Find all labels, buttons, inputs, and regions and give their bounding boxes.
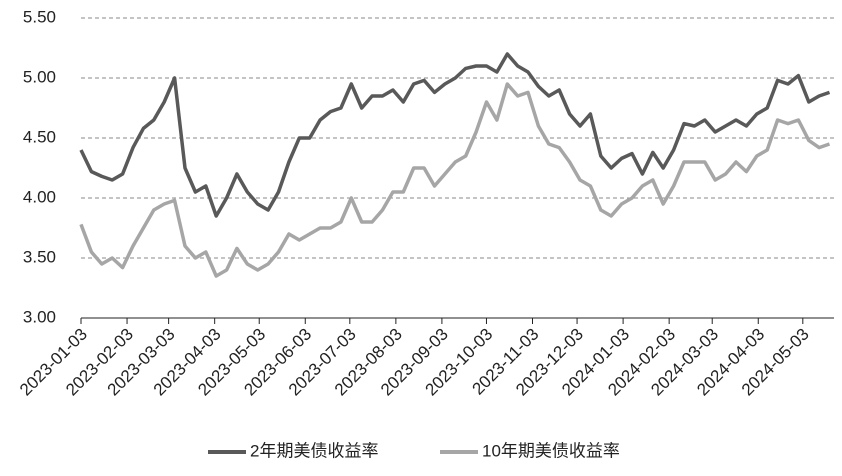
y-tick-label: 4.50 bbox=[23, 127, 56, 146]
y-tick-label: 4.00 bbox=[23, 187, 56, 206]
series-line bbox=[79, 52, 831, 218]
legend-label: 2年期美债收益率 bbox=[250, 441, 378, 460]
y-tick-label: 5.50 bbox=[23, 7, 56, 26]
y-tick-label: 3.50 bbox=[23, 247, 56, 266]
y-tick-label: 5.00 bbox=[23, 67, 56, 86]
series-line bbox=[79, 82, 831, 278]
y-tick-label: 3.00 bbox=[23, 307, 56, 326]
legend-label: 10年期美债收益率 bbox=[482, 441, 620, 460]
